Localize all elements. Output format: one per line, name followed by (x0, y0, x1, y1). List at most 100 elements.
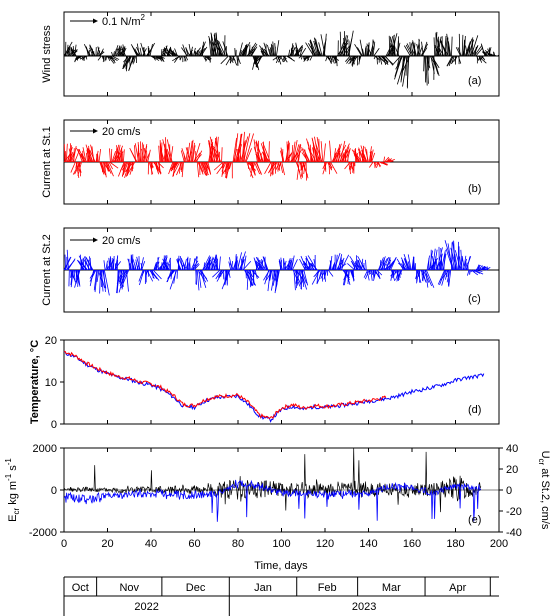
stick-vector-c (141, 269, 146, 277)
stick-vector-b (310, 152, 317, 163)
stick-vector-a (105, 55, 108, 61)
stick-vector-c (477, 265, 481, 271)
stick-vector-c (149, 269, 155, 279)
stick-vector-a (179, 55, 183, 61)
stick-vector-a (120, 48, 123, 57)
stick-vector-c (121, 269, 130, 289)
stick-vector-c (372, 269, 375, 279)
stick-vector-a (134, 50, 141, 57)
stick-vector-b (241, 131, 245, 163)
stick-vector-a (448, 41, 452, 57)
xtick-label: 80 (232, 538, 244, 550)
stick-vector-a (482, 51, 488, 57)
stick-vector-b (375, 161, 382, 167)
stick-vector-a (309, 39, 318, 57)
stick-vector-a (483, 51, 489, 57)
stick-vector-a (349, 55, 359, 63)
stick-vector-a (416, 43, 420, 57)
stick-vector-a (395, 55, 404, 70)
stick-vector-c (327, 269, 334, 277)
stick-vector-b (252, 161, 256, 169)
stick-vector-b (232, 137, 237, 163)
stick-vector-c (369, 269, 371, 275)
stick-vector-a (288, 49, 291, 57)
stick-vector-c (412, 257, 416, 271)
stick-vector-a (168, 49, 176, 57)
stick-vector-b (221, 161, 227, 172)
stick-vector-c (366, 269, 370, 281)
stick-vector-c (441, 269, 447, 286)
stick-vector-b (298, 153, 301, 163)
stick-vector-c (250, 269, 253, 287)
stick-vector-a (116, 48, 118, 57)
stick-vector-a (389, 43, 397, 57)
ytick-label-d: 10 (45, 377, 57, 389)
month-label: Nov (119, 582, 139, 594)
stick-vector-b (193, 143, 201, 163)
stick-vector-a (421, 41, 424, 57)
stick-vector-b (109, 161, 119, 169)
stick-vector-b (180, 150, 185, 163)
stick-vector-c (390, 257, 397, 271)
stick-vector-c (191, 260, 199, 271)
stick-vector-b (114, 147, 118, 163)
stick-vector-a (304, 55, 306, 59)
stick-vector-a (196, 50, 199, 57)
ylabel-a: Wind stress (41, 25, 53, 83)
stick-vector-a (194, 50, 197, 57)
stick-vector-a (446, 33, 451, 57)
stick-vector-a (395, 48, 400, 57)
stick-vector-c (109, 256, 112, 271)
panel-c-marks (63, 240, 499, 296)
stick-vector-b (275, 161, 280, 171)
stick-vector-b (296, 161, 300, 180)
stick-vector-a (89, 44, 96, 57)
stick-vector-c (304, 263, 312, 271)
stick-vector-a (451, 36, 453, 57)
stick-vector-a (446, 55, 455, 67)
xtick-label: 60 (188, 538, 200, 550)
panel-b-marks (63, 131, 499, 181)
stick-vector-c (381, 259, 385, 271)
stick-vector-a (425, 55, 428, 86)
stick-vector-a (314, 43, 322, 57)
stick-vector-b (268, 161, 276, 174)
stick-vector-b (72, 161, 81, 175)
month-label: Oct (72, 582, 89, 594)
stick-vector-a (309, 55, 313, 61)
stick-vector-c (271, 269, 274, 280)
stick-vector-c (474, 269, 483, 272)
y2tick-label-e: -20 (506, 506, 522, 518)
stick-vector-c (395, 269, 400, 281)
panel-d-frame (63, 339, 500, 425)
stick-vector-c (407, 254, 412, 271)
stick-vector-b (122, 161, 129, 176)
stick-vector-a (396, 55, 407, 85)
stick-vector-c (417, 269, 421, 278)
stick-vector-b (202, 161, 207, 177)
stick-vector-a (125, 55, 129, 72)
stick-vector-c (118, 269, 125, 283)
stick-vector-c (365, 259, 367, 271)
stick-vector-c (194, 256, 198, 271)
stick-vector-a (220, 55, 229, 65)
stick-vector-a (320, 34, 326, 57)
stick-vector-b (353, 154, 359, 163)
stick-vector-a (74, 55, 83, 61)
scale-label-c: 20 cm/s (102, 235, 141, 247)
stick-vector-c (82, 257, 91, 271)
stick-vector-b (358, 147, 366, 163)
stick-vector-a (371, 39, 374, 57)
xtick-label: 120 (316, 538, 334, 550)
stick-vector-a (272, 55, 279, 61)
stick-vector-c (341, 259, 344, 271)
stick-vector-a (193, 47, 196, 57)
stick-vector-c (199, 269, 207, 288)
stick-vector-c (198, 269, 202, 288)
stick-vector-b (329, 140, 332, 163)
stick-vector-b (111, 150, 117, 163)
stick-vector-a (248, 43, 258, 57)
stick-vector-a (357, 47, 363, 57)
stick-vector-a (151, 55, 160, 61)
stick-vector-c (74, 269, 80, 288)
